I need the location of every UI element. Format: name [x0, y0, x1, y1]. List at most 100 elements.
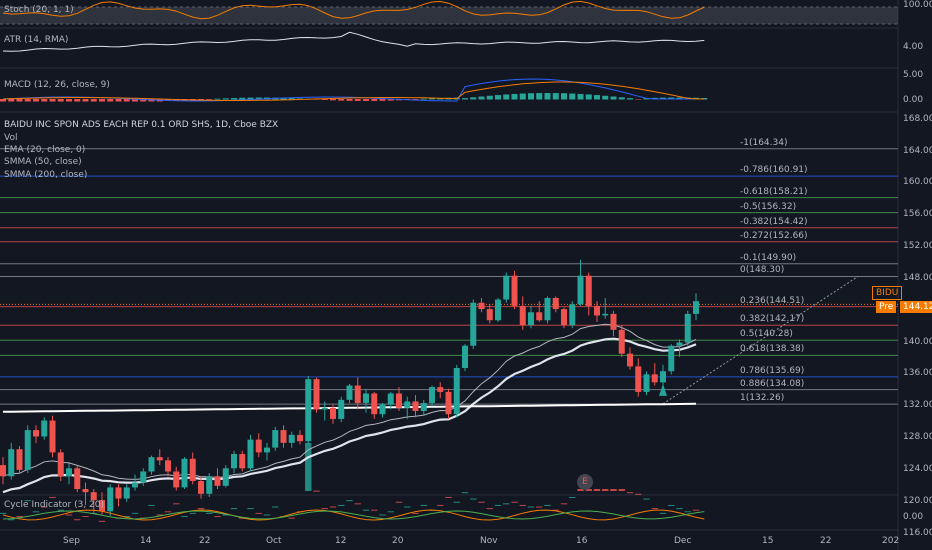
cycle-line-2 [2, 510, 705, 520]
price-tick: 140.00 [903, 336, 932, 347]
macd-histogram-bar [635, 99, 642, 100]
candle-body [123, 487, 130, 499]
volume-bar [420, 504, 427, 506]
fib-level-label: 1(132.26) [740, 393, 785, 404]
fib-trend-line [662, 276, 859, 405]
candle-body [536, 312, 543, 321]
candle-body [156, 457, 163, 461]
volume-bar [527, 506, 535, 508]
price-tick: 136.00 [903, 368, 932, 379]
volume-bar [593, 489, 601, 491]
volume-bar [230, 508, 238, 510]
candle-body [239, 453, 246, 469]
chart-title[interactable]: BAIDU INC SPON ADS EACH REP 0.1 ORD SHS,… [4, 120, 279, 130]
volume-bar [461, 492, 469, 494]
candle-body [585, 275, 592, 306]
macd-histogram-bar [66, 99, 72, 102]
fib-level-label: -0.1(149.90) [740, 252, 797, 263]
earnings-event-icon[interactable]: E [577, 474, 593, 490]
smma50-label[interactable]: SMMA (50, close) [4, 157, 82, 167]
ema-label[interactable]: EMA (20, close, 0) [4, 145, 86, 155]
volume-bar [156, 514, 163, 516]
time-tick: 16 [576, 536, 588, 546]
volume-bar [272, 506, 279, 508]
volume-bar [395, 501, 403, 503]
smma200-label[interactable]: SMMA (200, close) [4, 170, 88, 180]
candle-body [470, 302, 477, 346]
macd-histogram-bar [82, 99, 89, 102]
macd-label[interactable]: MACD (12, 26, close, 9) [4, 80, 110, 90]
candle-body [684, 313, 691, 343]
atr-label[interactable]: ATR (14, RMA) [4, 35, 69, 45]
vol-label[interactable]: Vol [4, 133, 18, 143]
volume-bar [189, 512, 196, 514]
macd-histogram-bar [74, 99, 81, 102]
macd-histogram-bar [602, 95, 609, 100]
macd-histogram-bar [33, 99, 39, 102]
candle-body [420, 403, 427, 411]
candle-body [561, 309, 567, 326]
volume-bar [445, 496, 452, 498]
macd-histogram-bar [41, 99, 48, 102]
candle-body [90, 492, 97, 501]
candle-body [57, 452, 64, 477]
candle-body [99, 500, 105, 512]
macd-histogram-bar [585, 94, 592, 100]
volume-bar [57, 509, 64, 511]
volume-bar [470, 498, 477, 500]
time-tick: 22 [199, 536, 211, 546]
macd-histogram-bar [280, 97, 287, 100]
fib-retracement[interactable] [0, 148, 898, 405]
candle-body [511, 275, 518, 306]
macd-histogram-bar [132, 99, 138, 102]
fib-level-label: -0.5(156.32) [740, 201, 797, 212]
candlesticks[interactable] [0, 259, 699, 517]
price-tick: 120.00 [903, 495, 932, 506]
candle-body [660, 371, 666, 383]
macd-histogram-bar [528, 93, 534, 100]
price-tick: 168.00 [903, 113, 932, 124]
candle-body [189, 458, 196, 482]
pre-price-tag: 144.12 [900, 301, 932, 313]
candle-body [247, 439, 254, 469]
volume-bar [8, 519, 15, 521]
volume-bar [49, 496, 56, 498]
volume-bar [197, 508, 205, 510]
price-tick: 148.00 [903, 272, 932, 283]
macd-histogram-bar [544, 93, 551, 100]
volume-bar [164, 511, 172, 513]
candle-body [198, 481, 204, 494]
macd-histogram-bar [569, 93, 576, 100]
candle-body [635, 366, 642, 392]
volume-bar [651, 508, 658, 510]
macd-histogram-bar [387, 99, 394, 101]
cycle-label[interactable]: Cycle Indicator (3, 20) [4, 500, 105, 510]
stoch-label[interactable]: Stoch (20, 1, 1) [4, 5, 74, 15]
volume-bar [32, 511, 40, 513]
fib-level-label: 0.382(142.17) [740, 314, 805, 325]
time-tick: 20 [392, 536, 404, 546]
volume-bar [24, 500, 31, 502]
volume-bar [494, 504, 502, 506]
candle-body [115, 487, 122, 499]
macd-histogram-bar [239, 97, 246, 100]
candle-body [354, 385, 361, 404]
price-tick: 152.00 [903, 241, 932, 252]
price-tick: 116.00 [903, 527, 932, 538]
macd-histogram-bar [552, 93, 559, 100]
volume-bar [123, 516, 130, 518]
pre-tag-label: Pre [879, 302, 894, 312]
candle-body [437, 387, 444, 392]
macd-histogram-bar [363, 99, 369, 101]
volume-bar [131, 512, 139, 514]
volume-bar [346, 500, 353, 502]
price-tick: 164.00 [903, 145, 932, 156]
fib-level-label: 0.886(134.08) [740, 378, 805, 389]
macd-histogram-bar [594, 95, 600, 100]
macd-histogram-bar [486, 95, 493, 100]
candle-body [132, 482, 138, 488]
candle-body [453, 368, 460, 415]
macd-histogram-bar [495, 95, 501, 100]
volume-bar [569, 496, 576, 498]
